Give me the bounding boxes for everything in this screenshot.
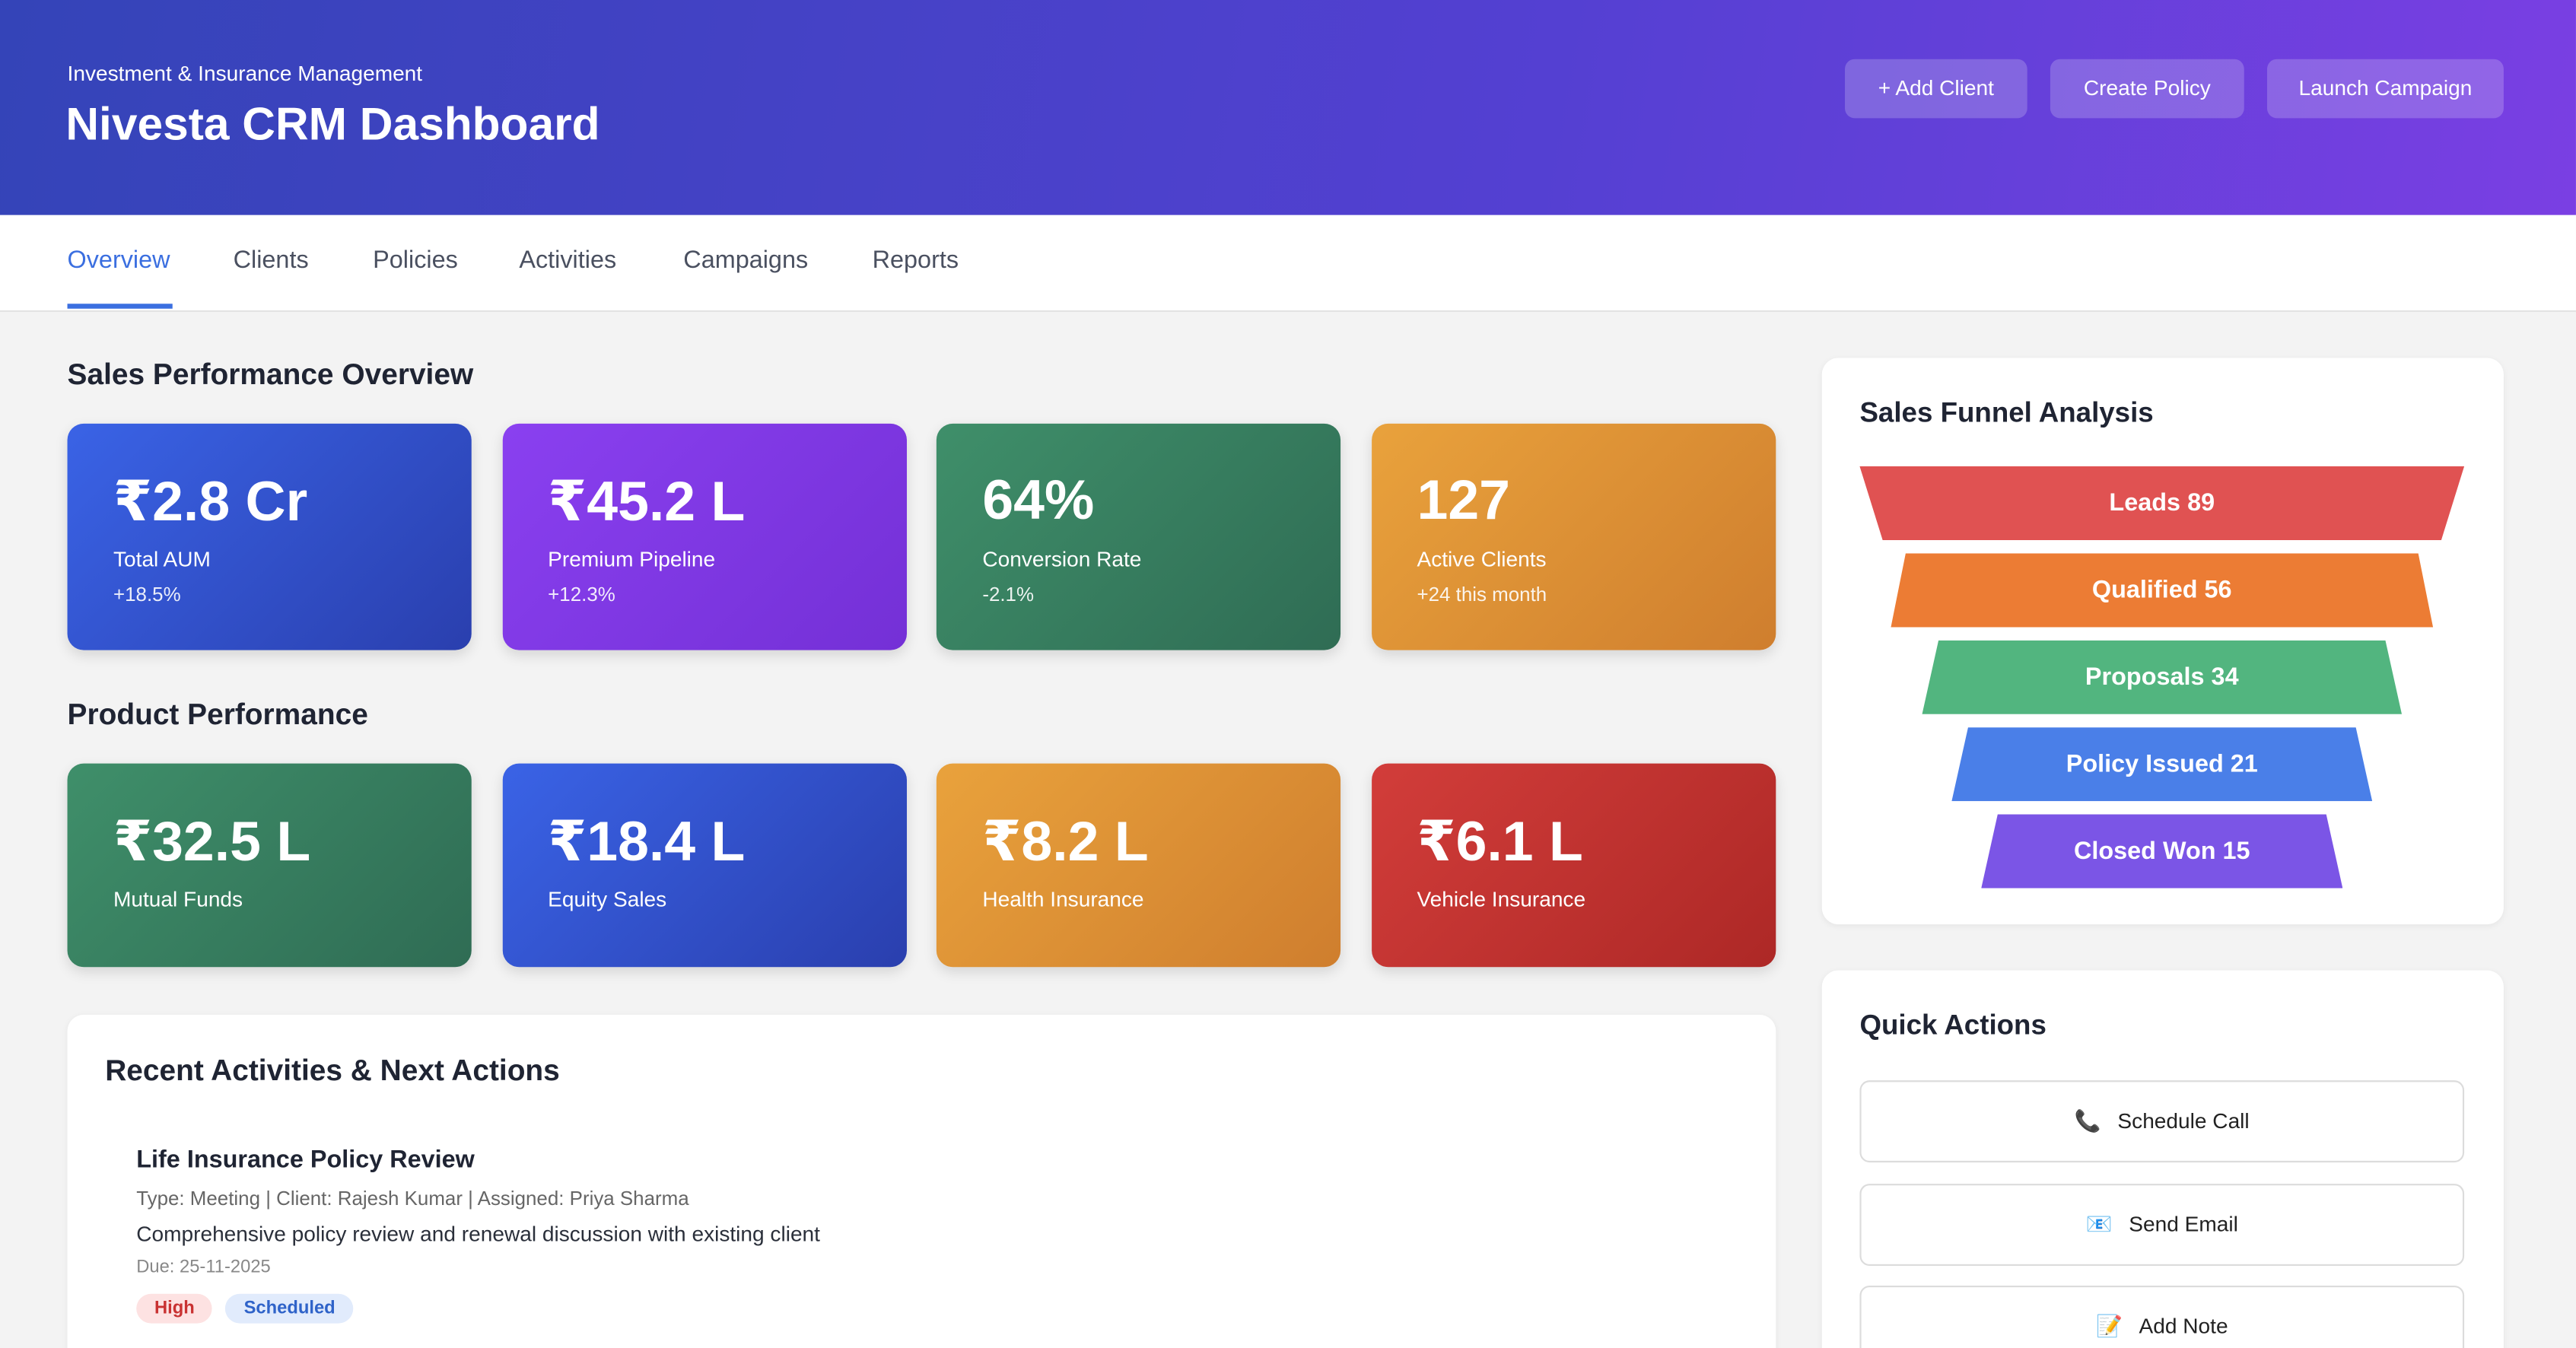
nav-tab[interactable]: Reports [872,246,959,275]
product-card: ₹6.1 L Vehicle Insurance [1371,763,1776,968]
quick-action-label: Send Email [2129,1210,2238,1236]
activity-tags: High Scheduled [136,1292,1713,1324]
kpi-label: Active Clients [1417,546,1547,572]
kpi-card: 127 Active Clients +24 this month [1371,423,1776,650]
kpi-value: 127 [1417,469,1510,533]
product-label: Equity Sales [548,886,667,911]
kpi-change: +12.3% [548,583,615,606]
kpi-label: Total AUM [113,546,211,572]
product-value: ₹18.4 L [548,811,746,874]
nav-tab[interactable]: Clients [233,246,309,275]
quick-action-icon: 📧 [2085,1210,2113,1236]
activity-description: Comprehensive policy review and renewal … [136,1221,820,1247]
funnel-stage-name: Qualified [2091,576,2198,605]
funnel-stage-count: 34 [2211,663,2239,691]
header-button[interactable]: Create Policy [2050,59,2244,119]
header-button[interactable]: Launch Campaign [2266,59,2504,119]
kpi-card: 64% Conversion Rate -2.1% [936,423,1341,650]
funnel-stage-name: Policy Issued [2066,750,2224,779]
funnel-stage: Leads 89 [1859,466,2465,541]
panel-title: Recent Activities & Next Actions [105,1054,560,1087]
header-subtitle: Investment & Insurance Management [67,60,423,86]
kpi-card: ₹2.8 Cr Total AUM +18.5% [67,423,472,650]
panel-title: Sales Funnel Analysis [1859,397,2154,429]
funnel-stage-count: 21 [2230,750,2258,779]
funnel-stage: Proposals 34 [1922,640,2403,714]
activity-tag: Scheduled [225,1293,354,1324]
product-card: ₹18.4 L Equity Sales [501,763,906,968]
funnel-stage-name: Proposals [2085,663,2205,691]
kpi-value: 64% [982,469,1095,533]
funnel-stage-name: Leads [2109,489,2181,517]
funnel-stage: Policy Issued 21 [1951,727,2373,802]
kpi-change: -2.1% [982,583,1035,606]
activities-panel: Recent Activities & Next Actions Life Ins… [67,1014,1776,1348]
product-value: ₹6.1 L [1417,811,1583,874]
funnel-panel: Sales Funnel Analysis Leads 89 Qualified 5… [1821,358,2504,925]
quick-action-button[interactable]: 📝 Add Note [1859,1285,2465,1348]
kpi-change: +24 this month [1417,583,1547,606]
kpi-value: ₹45.2 L [548,471,746,534]
header-title: Nivesta CRM Dashboard [65,98,600,150]
funnel-stage: Qualified 56 [1891,553,2434,628]
quick-action-label: Schedule Call [2117,1108,2250,1133]
funnel-stage: Closed Won 15 [1981,814,2343,889]
product-label: Health Insurance [982,886,1144,911]
activity-title: Life Insurance Policy Review [136,1146,475,1175]
quick-action-button[interactable]: 📞 Schedule Call [1859,1080,2465,1163]
funnel-stage-count: 89 [2187,489,2215,517]
header-button[interactable]: + Add Client [1845,59,2027,119]
kpi-change: +18.5% [113,583,181,606]
activity-tag: High [136,1293,213,1324]
quick-action-icon: 📝 [2095,1313,2123,1339]
kpi-card: ₹45.2 L Premium Pipeline +12.3% [501,423,906,650]
product-value: ₹8.2 L [982,811,1149,874]
active-tab-underline [67,304,173,309]
panel-title: Quick Actions [1859,1009,2046,1041]
nav-tab[interactable]: Activities [519,246,617,275]
product-label: Vehicle Insurance [1417,886,1586,911]
activity-meta: Type: Meeting | Client: Rajesh Kumar | A… [136,1187,689,1210]
activity-due: Due: 25-11-2025 [136,1257,271,1278]
product-card: ₹8.2 L Health Insurance [936,763,1341,968]
funnel-stage-name: Closed Won [2073,837,2216,866]
nav-tab[interactable]: Overview [67,246,170,275]
activity-item: Life Insurance Policy Review Type: Meetin… [136,1146,1713,1324]
funnel-stage-count: 15 [2222,837,2250,866]
nav-tab[interactable]: Campaigns [683,246,809,275]
product-label: Mutual Funds [113,886,243,911]
kpi-label: Conversion Rate [982,546,1142,572]
quick-action-icon: 📞 [2074,1108,2101,1133]
nav-tab[interactable]: Policies [373,246,458,275]
product-card: ₹32.5 L Mutual Funds [67,763,472,968]
kpi-value: ₹2.8 Cr [113,471,308,534]
nav-bar [0,215,2576,313]
quick-action-button[interactable]: 📧 Send Email [1859,1183,2465,1265]
kpi-label: Premium Pipeline [548,546,716,572]
header [0,0,2576,215]
product-value: ₹32.5 L [113,811,311,874]
section-title: Product Performance [67,698,368,731]
funnel-stage-count: 56 [2204,576,2232,605]
quick-action-label: Add Note [2139,1313,2228,1339]
section-title: Sales Performance Overview [67,358,474,391]
